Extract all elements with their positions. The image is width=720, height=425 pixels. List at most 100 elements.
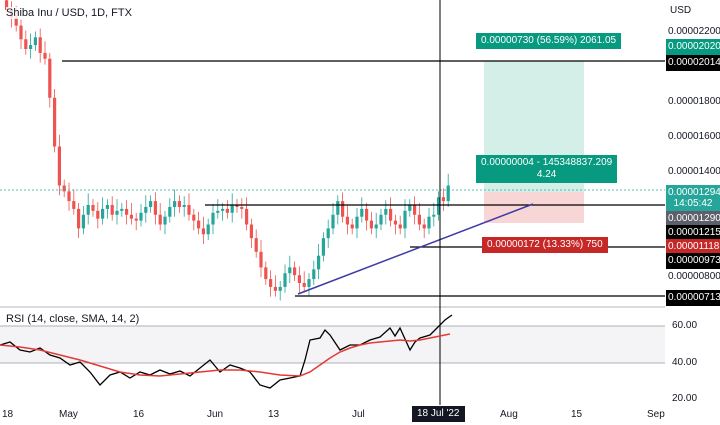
candle [110,205,114,215]
candle [379,214,383,225]
candle [249,224,253,239]
candle [283,273,287,287]
candle [417,214,421,225]
candle [288,267,292,274]
candle [139,212,143,221]
trendline[interactable] [297,203,534,295]
crosshair-time-label: 18 Jul '22 [412,406,465,422]
candle [331,214,335,229]
candle [307,279,311,287]
rsi-line [0,314,453,389]
candle [259,251,263,268]
countdown-label: 14:05:42 [666,197,720,211]
price-label-stop: 0.00001118 [666,239,720,255]
candle [57,146,61,186]
currency-label[interactable]: USD [670,5,692,16]
rsi-title[interactable]: RSI (14, close, SMA, 14, 2) [6,313,140,325]
candle [149,201,153,207]
candle [312,269,316,280]
candle [365,208,369,221]
candle [403,210,407,229]
candle [86,205,90,215]
candle [422,224,426,229]
candles-group [5,0,450,301]
time-tick: 16 [133,409,145,420]
candle [341,201,345,217]
time-tick: Jul [352,409,365,420]
candle [201,228,205,235]
candle [317,255,321,270]
candle [62,185,66,192]
candle [77,208,81,229]
candle [293,267,297,276]
price-label-2014: 0.00002014 [666,55,720,71]
position-info-line1: 0.00000004 - 145348837.209 [481,157,613,168]
candle [153,201,157,215]
stop-label[interactable]: 0.00000172 (13.33%) 750 [482,237,608,253]
time-tick: May [59,409,78,420]
time-tick: 18 [2,409,14,420]
time-tick: Sep [647,409,665,420]
position-info-line2: 4.24 [536,169,557,180]
candle [221,208,225,211]
candle [225,208,229,213]
candle [355,216,359,229]
time-tick: Jun [207,409,224,420]
price-label-1215: 0.00001215 [666,225,720,241]
candle [177,201,181,207]
candle [192,214,196,221]
rsi-tick-20: 20.00 [672,393,698,404]
candle [105,205,109,209]
candle [408,205,412,211]
loss-zone[interactable] [484,192,584,223]
candle [120,208,124,211]
candle [235,205,239,207]
time-tick: Aug [500,409,518,420]
candle [115,210,119,215]
candle [14,17,18,26]
position-info-label[interactable]: 0.00000004 - 145348837.209 4.24 [476,155,618,183]
target-label[interactable]: 0.00000730 (56.59%) 2061.05 [476,33,622,49]
symbol-title[interactable]: Shiba Inu / USD, 1D, FTX [6,7,132,19]
candle [336,201,340,215]
candle [29,45,33,49]
price-label-profit: 0.00002020 [666,39,720,55]
candle [48,58,52,98]
candle [374,224,378,229]
candle [91,205,95,211]
candle [5,0,9,10]
candle [96,210,100,219]
candle [19,25,23,40]
candle [67,191,71,202]
candle [273,286,277,291]
candle [134,218,138,221]
candle [393,220,397,225]
candle [197,220,201,229]
candle [254,238,258,252]
candle [345,216,349,225]
candle [72,201,76,209]
candle [321,238,325,256]
candle [240,206,244,209]
candle [53,97,57,147]
candle [144,206,148,213]
time-scale[interactable] [0,405,665,425]
candle [326,228,330,239]
rsi-band [0,326,665,363]
candle [398,224,402,229]
candle [129,214,133,219]
candle [360,208,364,217]
candle [43,52,47,59]
price-tick: 0.00000800 [668,271,720,282]
candle [441,197,445,202]
candle [24,39,28,49]
price-tick: 0.00001800 [668,96,720,107]
candle [427,216,431,229]
price-tick: 0.00001600 [668,131,720,142]
candle [38,37,42,53]
candle [168,206,172,217]
price-tick: 0.00002200 [668,26,720,37]
rsi-ma-line [0,333,451,377]
candle [297,275,301,283]
